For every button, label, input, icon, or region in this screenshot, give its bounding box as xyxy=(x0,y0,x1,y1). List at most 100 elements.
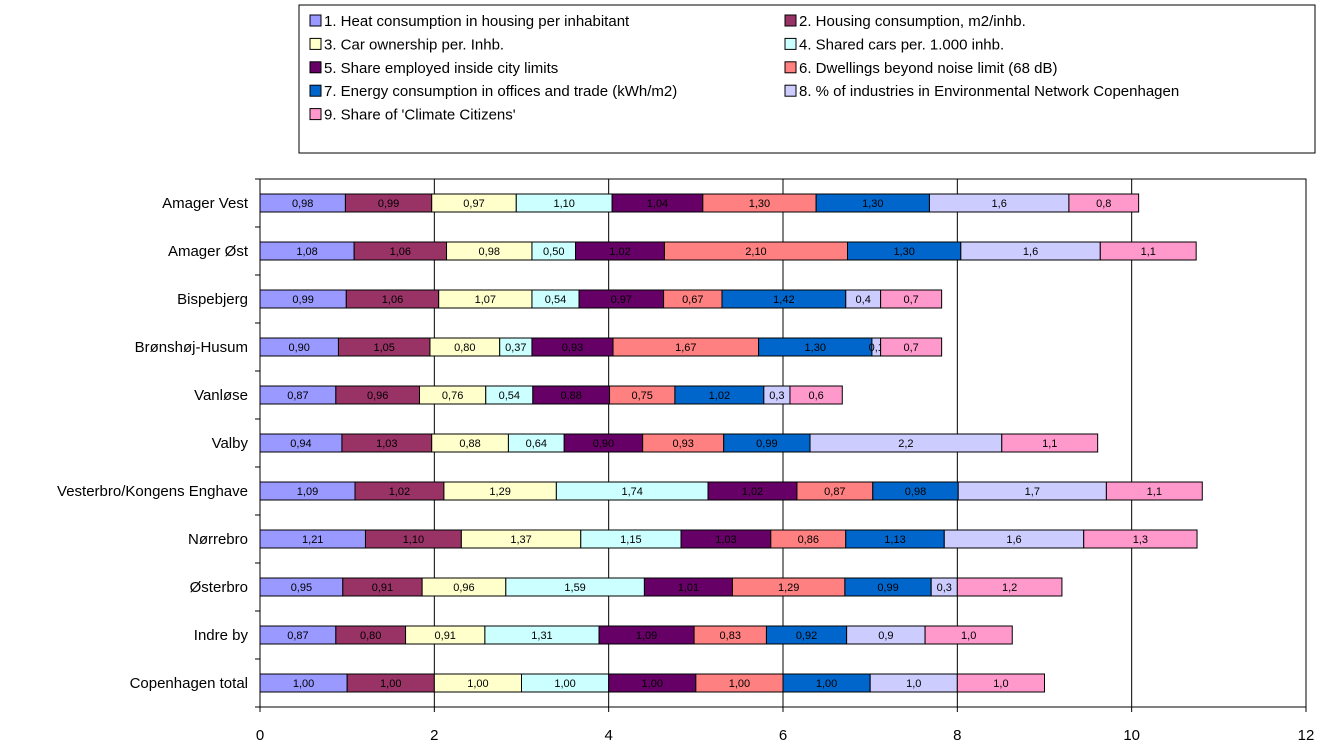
data-label: 1,02 xyxy=(609,246,630,258)
data-label: 0,83 xyxy=(720,630,741,642)
data-label: 0,90 xyxy=(593,438,614,450)
bar-segment xyxy=(1068,193,1140,213)
data-label: 0,4 xyxy=(856,294,871,306)
bar-segment xyxy=(956,577,1063,597)
category-label: Vesterbro/Kongens Enghave xyxy=(57,483,248,500)
data-label: 0,80 xyxy=(360,630,381,642)
data-label: 0,64 xyxy=(526,438,547,450)
bar-segment xyxy=(789,385,843,405)
bar-segment xyxy=(880,337,943,357)
bar-segment xyxy=(956,673,1045,693)
x-tick-label: 0 xyxy=(256,727,264,744)
data-label: 1,30 xyxy=(805,342,826,354)
data-label: 1,29 xyxy=(489,486,510,498)
data-label: 0,97 xyxy=(611,294,632,306)
data-label: 1,30 xyxy=(893,246,914,258)
legend-label-3: 3. Car ownership per. Inhb. xyxy=(324,36,504,53)
data-label: 0,99 xyxy=(877,582,898,594)
category-label: Valby xyxy=(212,435,249,452)
category-label: Vanløse xyxy=(194,387,248,404)
data-label: 1,31 xyxy=(531,630,552,642)
data-label: 1,00 xyxy=(729,678,750,690)
data-label: 0,99 xyxy=(292,294,313,306)
category-label: Indre by xyxy=(194,627,249,644)
data-label: 0,94 xyxy=(290,438,311,450)
data-label: 1,10 xyxy=(403,534,424,546)
data-label: 1,37 xyxy=(510,534,531,546)
category-label: Amager Vest xyxy=(162,195,249,212)
data-label: 0,87 xyxy=(824,486,845,498)
data-label: 1,6 xyxy=(992,198,1007,210)
legend-swatch-6 xyxy=(784,61,797,74)
data-label: 1,10 xyxy=(554,198,575,210)
data-label: 0,88 xyxy=(560,390,581,402)
data-label: 0,9 xyxy=(878,630,893,642)
bar-segment xyxy=(880,289,943,309)
data-label: 0,98 xyxy=(292,198,313,210)
data-label: 1,67 xyxy=(675,342,696,354)
data-label: 1,2 xyxy=(1002,582,1017,594)
plot-area: 0 2 4 6 8 10 12 Amager Vest 0,98 0,99 0,97 1,10 1,04… xyxy=(57,178,1314,744)
data-label: 0,87 xyxy=(287,390,308,402)
legend-swatch-8 xyxy=(784,84,797,97)
data-label: 1,02 xyxy=(709,390,730,402)
data-label: 1,15 xyxy=(620,534,641,546)
data-label: 1,3 xyxy=(1133,534,1148,546)
data-label: 1,00 xyxy=(380,678,401,690)
data-label: 0,7 xyxy=(903,294,918,306)
bar-segment xyxy=(1099,241,1197,261)
data-label: 0,98 xyxy=(479,246,500,258)
data-label: 1,1 xyxy=(1147,486,1162,498)
legend-label-4: 4. Shared cars per. 1.000 inhb. xyxy=(799,36,1004,53)
data-label: 0,97 xyxy=(463,198,484,210)
data-label: 1,00 xyxy=(467,678,488,690)
category-label: Nørrebro xyxy=(188,531,248,548)
legend-swatch-5 xyxy=(309,61,322,74)
data-label: 1,00 xyxy=(293,678,314,690)
legend-swatch-7 xyxy=(309,84,322,97)
data-label: 0,99 xyxy=(378,198,399,210)
data-label: 0,87 xyxy=(287,630,308,642)
data-label: 2,2 xyxy=(898,438,913,450)
legend-box xyxy=(298,4,1316,154)
data-label: 0,98 xyxy=(905,486,926,498)
legend-label-6: 6. Dwellings beyond noise limit (68 dB) xyxy=(799,60,1057,77)
data-label: 2,10 xyxy=(745,246,766,258)
bar-segment xyxy=(924,625,1013,645)
data-label: 0,95 xyxy=(291,582,312,594)
data-label: 0,1 xyxy=(869,342,884,354)
bar-segment xyxy=(1105,481,1203,501)
legend-swatch-4 xyxy=(784,37,797,50)
data-label: 0,67 xyxy=(682,294,703,306)
x-tick-label: 2 xyxy=(430,727,438,744)
data-label: 0,54 xyxy=(499,390,520,402)
data-label: 1,02 xyxy=(389,486,410,498)
data-label: 1,07 xyxy=(475,294,496,306)
data-label: 1,06 xyxy=(390,246,411,258)
legend-label-2: 2. Housing consumption, m2/inhb. xyxy=(799,13,1026,30)
x-tick-label: 4 xyxy=(604,727,612,744)
data-label: 1,0 xyxy=(906,678,921,690)
category-label: Østerbro xyxy=(190,579,248,596)
data-label: 1,04 xyxy=(647,198,668,210)
data-label: 0,96 xyxy=(367,390,388,402)
data-label: 1,08 xyxy=(296,246,317,258)
data-label: 1,0 xyxy=(993,678,1008,690)
data-label: 0,7 xyxy=(903,342,918,354)
data-label: 0,93 xyxy=(562,342,583,354)
data-label: 0,37 xyxy=(505,342,526,354)
data-label: 1,21 xyxy=(302,534,323,546)
data-label: 1,05 xyxy=(374,342,395,354)
data-label: 1,13 xyxy=(884,534,905,546)
bar-segment xyxy=(1001,433,1099,453)
data-label: 0,3 xyxy=(769,390,784,402)
data-label: 0,86 xyxy=(798,534,819,546)
data-label: 0,99 xyxy=(756,438,777,450)
category-label: Brønshøj-Husum xyxy=(135,339,248,356)
data-label: 1,03 xyxy=(715,534,736,546)
legend-label-7: 7. Energy consumption in offices and tra… xyxy=(324,83,677,100)
data-label: 0,88 xyxy=(459,438,480,450)
data-label: 1,6 xyxy=(1006,534,1021,546)
x-tick-label: 8 xyxy=(953,727,961,744)
